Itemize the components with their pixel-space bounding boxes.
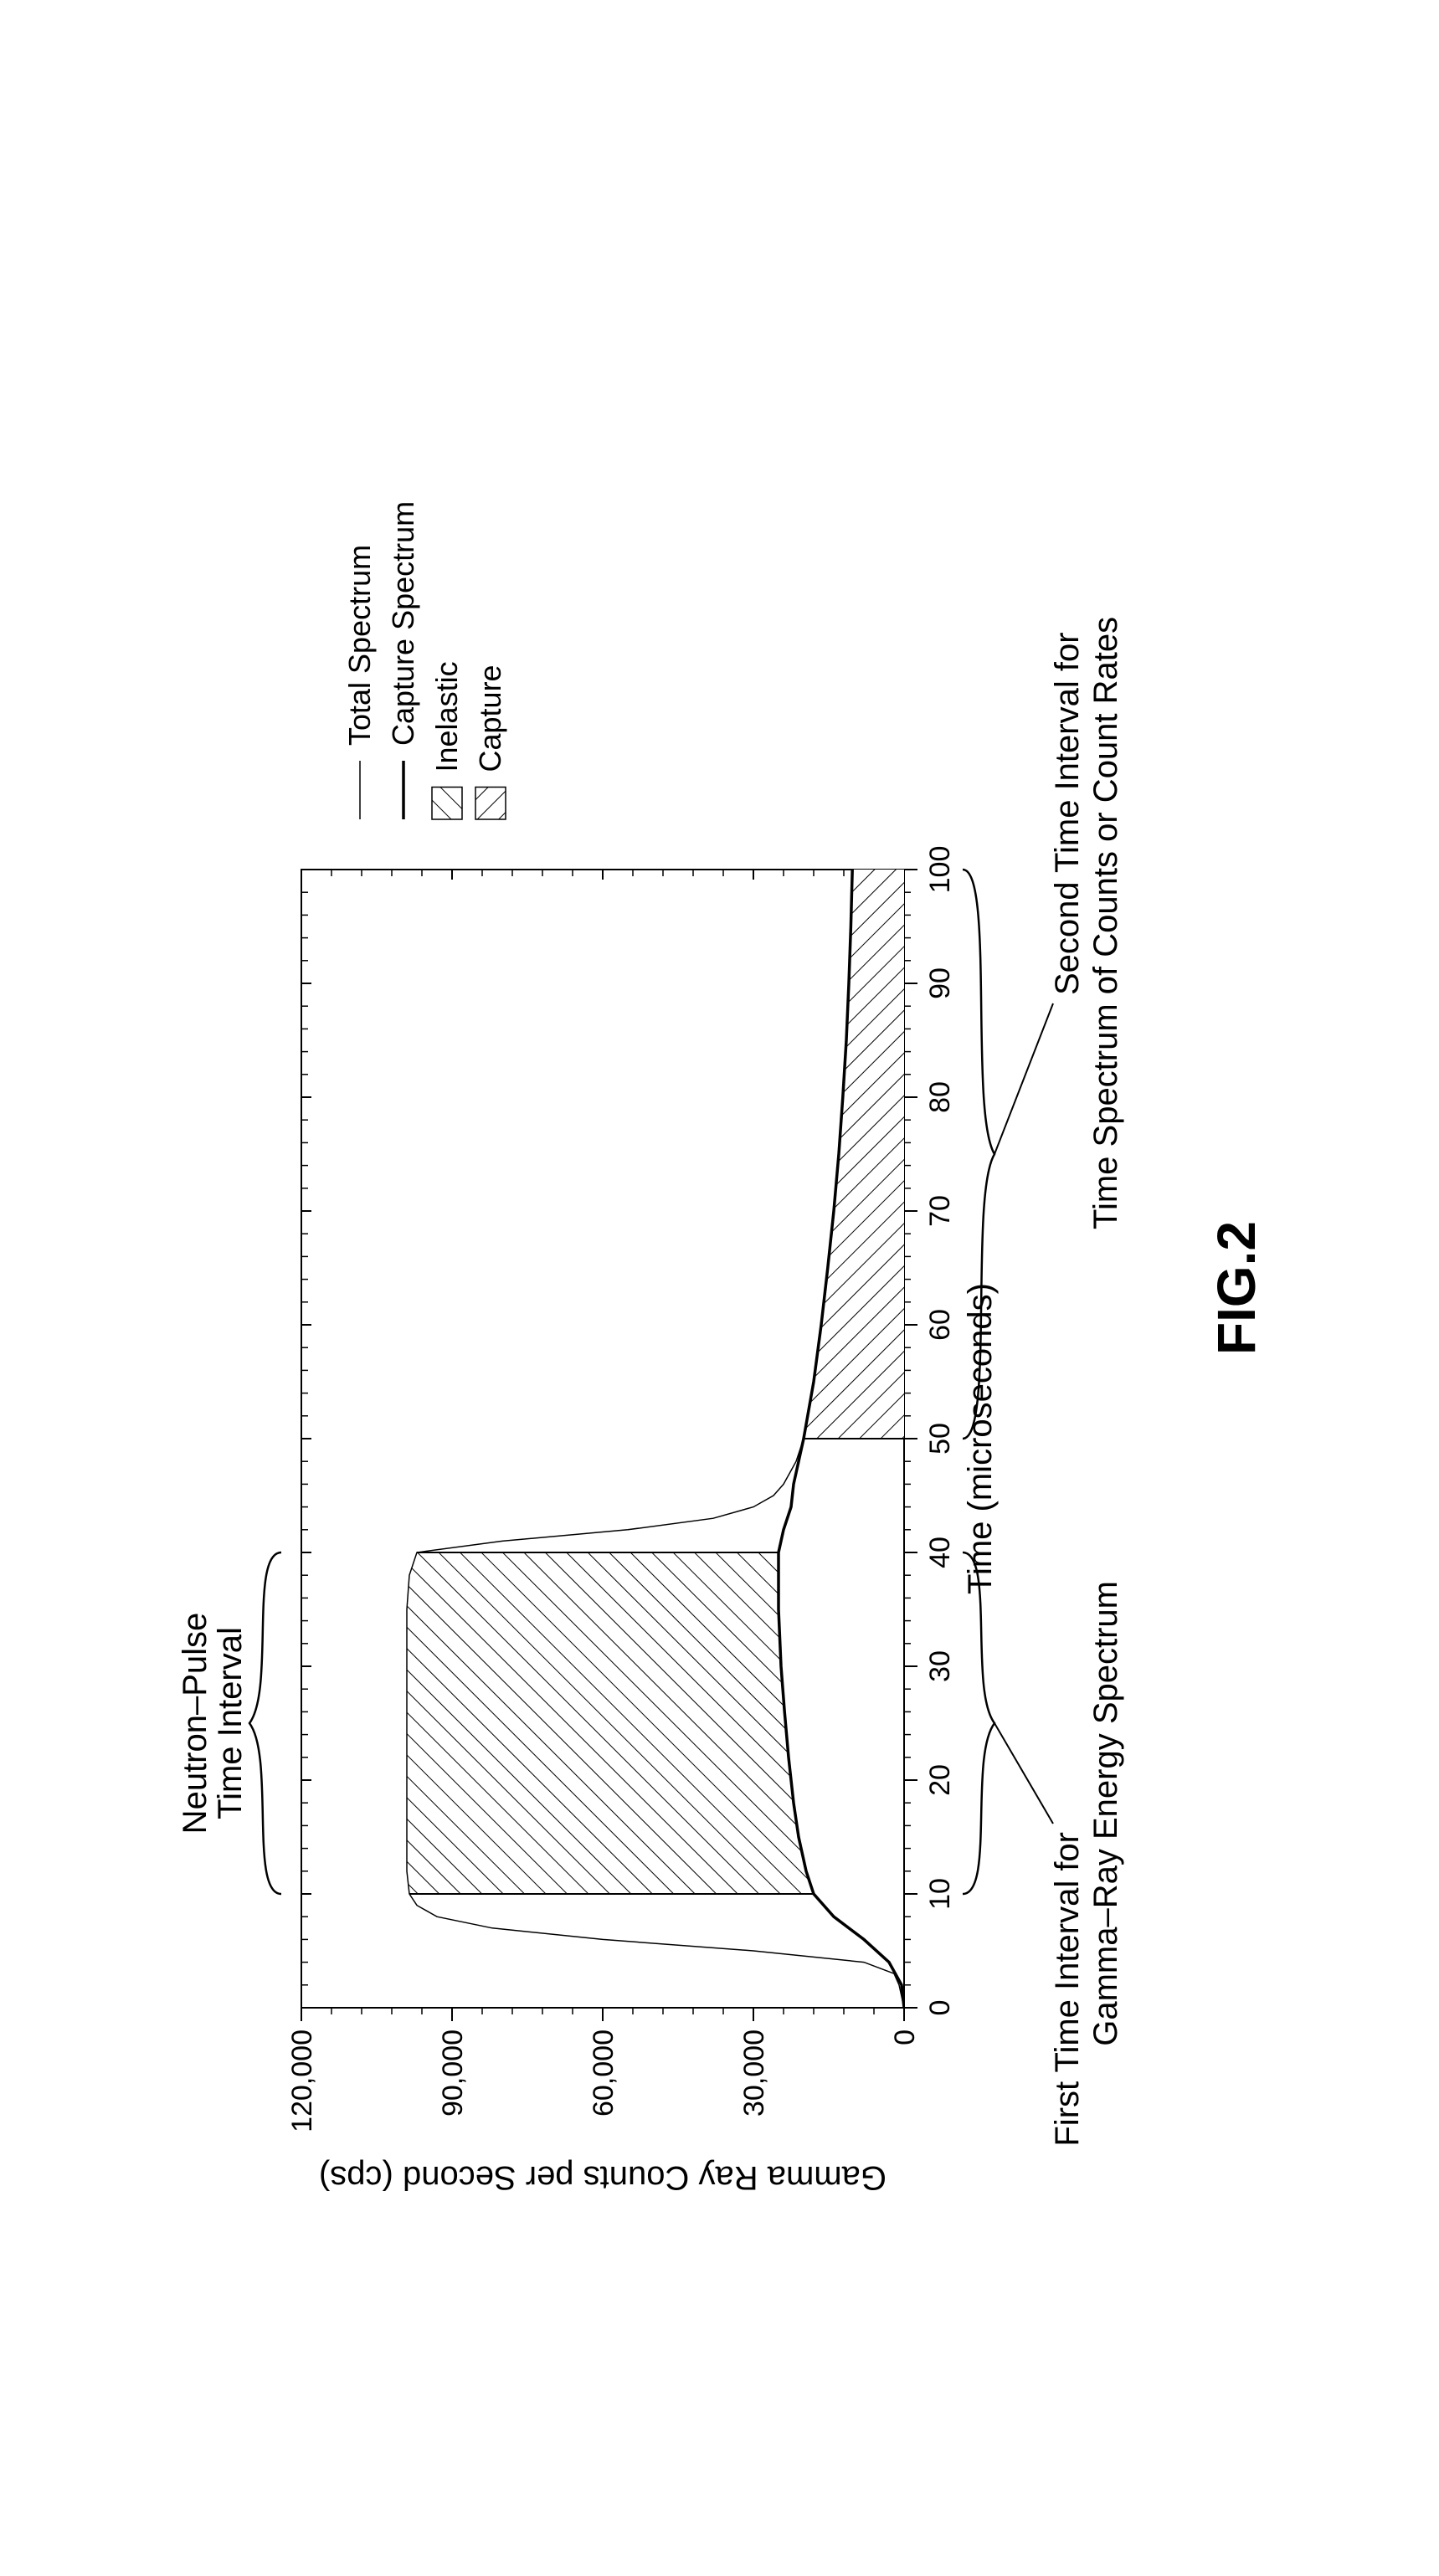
svg-text:50: 50	[924, 1423, 956, 1455]
svg-text:40: 40	[924, 1537, 956, 1568]
svg-text:10: 10	[924, 1878, 956, 1910]
figure-container: 0 10 20 30 40 50 60 70 80 90 100 0 30,000 60,000 90,00…	[134, 284, 1306, 2292]
svg-text:60: 60	[924, 1309, 956, 1341]
svg-text:Time Spectrum of Counts or Cou: Time Spectrum of Counts or Count Rates	[1087, 617, 1124, 1229]
svg-text:90: 90	[924, 967, 956, 999]
svg-text:120,000: 120,000	[286, 2029, 318, 2132]
svg-text:Capture: Capture	[473, 665, 507, 772]
svg-text:Gamma Ray Counts per Second (c: Gamma Ray Counts per Second (cps)	[318, 2159, 886, 2196]
svg-text:60,000: 60,000	[588, 2029, 619, 2117]
svg-text:First Time Interval for: First Time Interval for	[1049, 1832, 1086, 2147]
svg-text:100: 100	[924, 846, 956, 894]
svg-text:0: 0	[889, 2029, 921, 2045]
svg-text:Second Time Interval for: Second Time Interval for	[1049, 632, 1086, 995]
svg-text:80: 80	[924, 1081, 956, 1113]
svg-text:Time Interval: Time Interval	[212, 1627, 249, 1819]
svg-text:Total Spectrum: Total Spectrum	[342, 545, 377, 746]
svg-text:70: 70	[924, 1195, 956, 1227]
svg-text:0: 0	[924, 2000, 956, 2016]
svg-text:30: 30	[924, 1650, 956, 1682]
svg-text:90,000: 90,000	[437, 2029, 469, 2117]
svg-text:Inelastic: Inelastic	[429, 661, 464, 772]
chart-svg: 0 10 20 30 40 50 60 70 80 90 100 0 30,000 60,000 90,00…	[134, 284, 1306, 2292]
figure-label: FIG.2	[1205, 1121, 1267, 1455]
svg-text:Capture Spectrum: Capture Spectrum	[386, 501, 420, 746]
svg-text:30,000: 30,000	[738, 2029, 770, 2117]
svg-text:Neutron–Pulse: Neutron–Pulse	[177, 1613, 213, 1835]
svg-text:Gamma–Ray Energy Spectrum: Gamma–Ray Energy Spectrum	[1087, 1581, 1124, 2046]
svg-text:20: 20	[924, 1764, 956, 1796]
